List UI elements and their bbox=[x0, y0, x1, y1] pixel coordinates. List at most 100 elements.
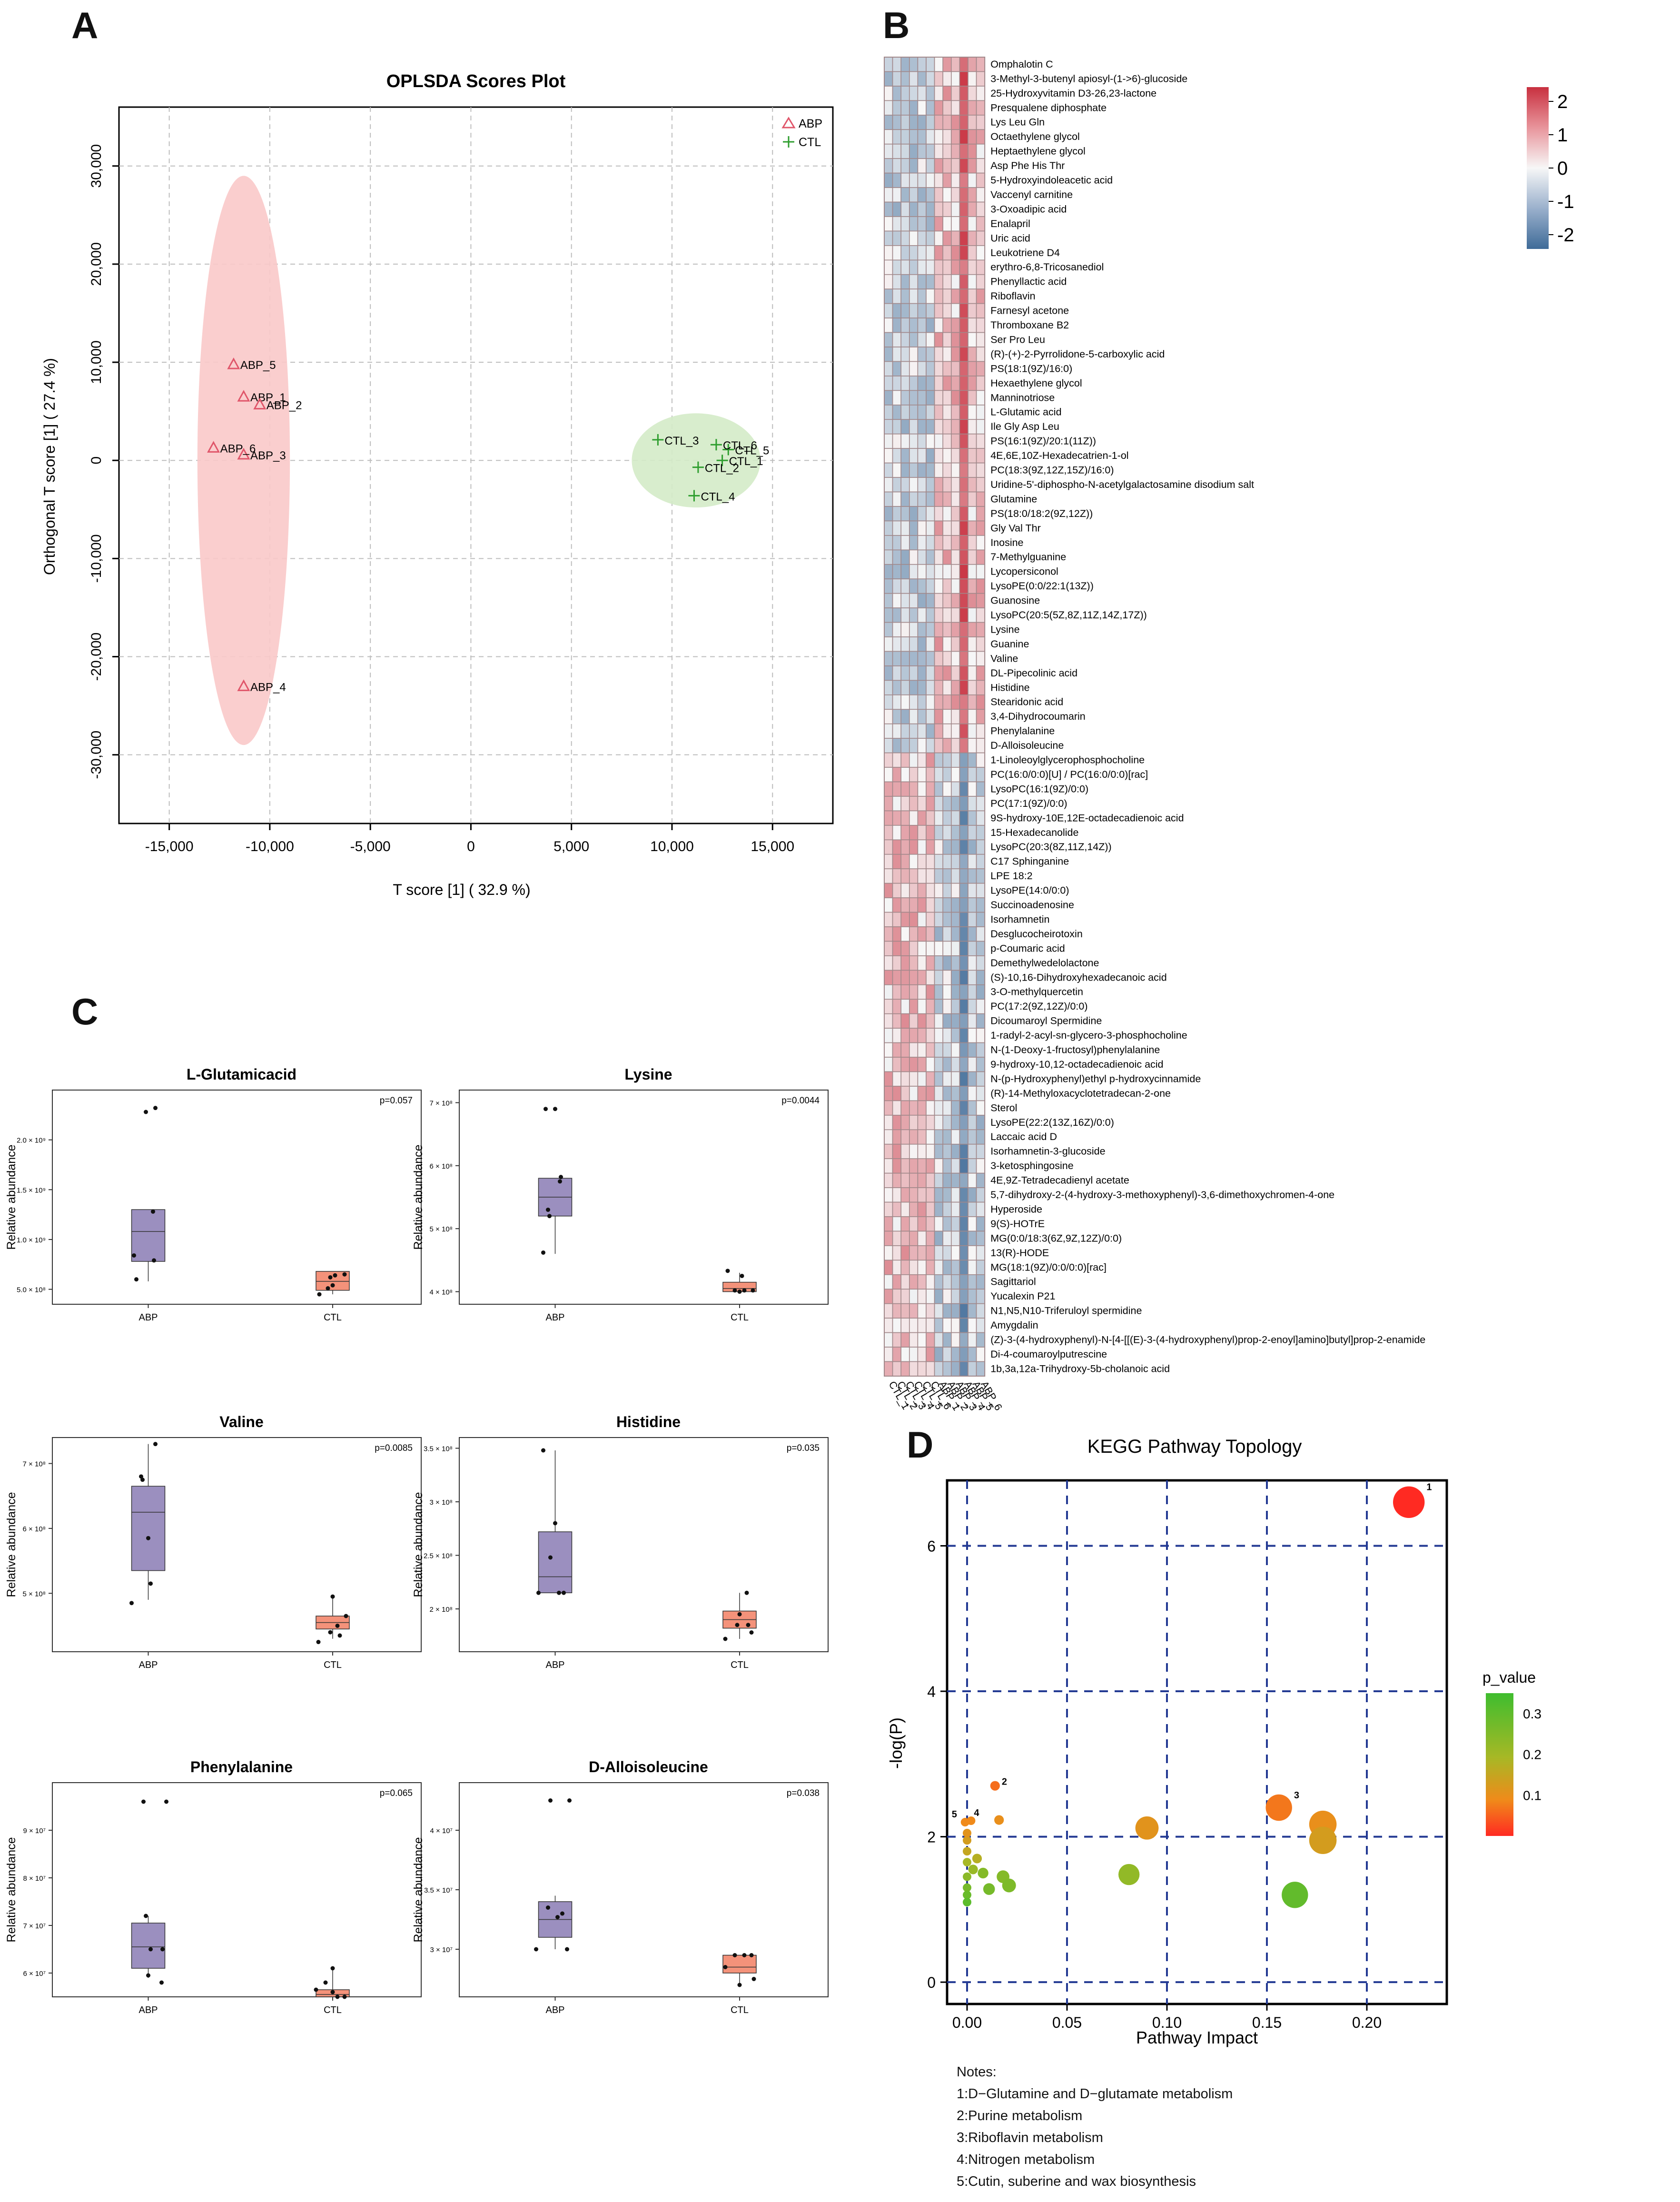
heatmap-cell bbox=[884, 839, 893, 855]
heatmap-cell bbox=[976, 839, 986, 855]
kegg-ytick-label: 2 bbox=[927, 1829, 936, 1846]
heatmap-cell bbox=[917, 665, 927, 681]
heatmap-cell bbox=[884, 1086, 893, 1101]
heatmap-cell bbox=[942, 433, 952, 449]
heatmap-row-label: 4E,9Z-Tetradecadienyl acetate bbox=[990, 1175, 1129, 1186]
heatmap-colorbar-ticks: 2 1 0 -1 -2 bbox=[1549, 91, 1574, 246]
heatmap-cell bbox=[976, 433, 986, 449]
heatmap-cell bbox=[942, 549, 952, 565]
heatmap-cell bbox=[942, 419, 952, 435]
heatmap-row-label: 7-Methylguanine bbox=[990, 551, 1066, 563]
kegg-point-label: 2 bbox=[1002, 1777, 1007, 1787]
heatmap-cell bbox=[917, 723, 927, 739]
heatmap-cell bbox=[900, 1260, 910, 1275]
heatmap-cell bbox=[917, 912, 927, 927]
heatmap-row-label: Riboflavin bbox=[990, 290, 1035, 302]
heatmap-cell bbox=[909, 868, 919, 884]
heatmap-cell bbox=[917, 520, 927, 536]
heatmap-cell bbox=[917, 1129, 927, 1145]
heatmap-cell bbox=[926, 187, 935, 203]
heatmap-cell bbox=[892, 1260, 901, 1275]
boxplot-point bbox=[342, 1994, 347, 1999]
heatmap-cell bbox=[942, 970, 952, 985]
heatmap-cell bbox=[900, 230, 910, 246]
heatmap-cell bbox=[942, 259, 952, 275]
heatmap-cell bbox=[934, 288, 943, 304]
heatmap-cell bbox=[959, 1129, 968, 1145]
heatmap-row-label: Enalapril bbox=[990, 218, 1030, 229]
heatmap-cell bbox=[976, 680, 986, 695]
boxplot-point bbox=[335, 1623, 340, 1628]
heatmap-cell bbox=[976, 57, 986, 72]
heatmap-cell bbox=[959, 57, 968, 72]
heatmap-cell bbox=[900, 1172, 910, 1188]
heatmap-cell bbox=[900, 1129, 910, 1145]
heatmap-cell bbox=[959, 694, 968, 710]
heatmap-row-label: 13(R)-HODE bbox=[990, 1247, 1049, 1259]
heatmap-cell bbox=[900, 941, 910, 956]
heatmap-cell bbox=[892, 404, 901, 420]
heatmap-cell bbox=[968, 404, 977, 420]
opls-xtick-label: 5,000 bbox=[553, 839, 589, 854]
heatmap-cell bbox=[917, 1057, 927, 1072]
heatmap-row-label: Phenyllactic acid bbox=[990, 276, 1067, 288]
heatmap-cell bbox=[900, 462, 910, 478]
boxplot-point bbox=[146, 1536, 150, 1540]
heatmap-cell bbox=[934, 578, 943, 594]
heatmap-cell bbox=[909, 564, 919, 580]
boxplot-frame bbox=[52, 1782, 422, 1997]
heatmap-cell bbox=[926, 390, 935, 406]
heatmap-row-label: Histidine bbox=[990, 682, 1029, 693]
heatmap-cell bbox=[976, 781, 986, 797]
heatmap-cell bbox=[884, 433, 893, 449]
heatmap-cell bbox=[951, 1274, 960, 1290]
heatmap-cell bbox=[951, 578, 960, 594]
heatmap-cell bbox=[900, 1086, 910, 1101]
heatmap-cell bbox=[959, 607, 968, 623]
boxplot-ylabel: Relative abundance bbox=[412, 1145, 425, 1250]
heatmap-cell bbox=[968, 1216, 977, 1232]
heatmap-cell bbox=[917, 1274, 927, 1290]
heatmap-cell bbox=[934, 332, 943, 347]
heatmap-cell bbox=[900, 506, 910, 522]
heatmap-cell bbox=[926, 941, 935, 956]
heatmap-row-label: LysoPE(14:0/0:0) bbox=[990, 885, 1069, 896]
heatmap-cell bbox=[892, 1230, 901, 1246]
heatmap-row-label: N1,N5,N10-Triferuloyl spermidine bbox=[990, 1305, 1142, 1317]
heatmap-cell bbox=[951, 564, 960, 580]
heatmap-row-label: 3-Methyl-3-butenyl apiosyl-(1->6)-glucos… bbox=[990, 73, 1187, 84]
boxplot-ytick-label: 7 × 10⁸ bbox=[23, 1460, 46, 1468]
boxplot-point bbox=[144, 1110, 148, 1114]
heatmap-cell bbox=[892, 868, 901, 884]
heatmap-cell bbox=[942, 1361, 952, 1377]
heatmap-cell bbox=[917, 448, 927, 464]
heatmap-cell bbox=[900, 361, 910, 377]
boxplot-point bbox=[546, 1207, 550, 1212]
opls-point-label: ABP_2 bbox=[267, 399, 302, 412]
heatmap-cell bbox=[917, 564, 927, 580]
boxplot-point bbox=[129, 1601, 134, 1606]
heatmap-cell bbox=[934, 941, 943, 956]
heatmap-cell bbox=[942, 680, 952, 695]
heatmap-cell bbox=[917, 970, 927, 985]
heatmap-cell bbox=[900, 578, 910, 594]
heatmap-cell bbox=[951, 999, 960, 1014]
heatmap-cell bbox=[968, 448, 977, 464]
heatmap-cell bbox=[959, 1289, 968, 1304]
boxplot-xtick-label: CTL bbox=[731, 2005, 749, 2015]
heatmap-cell bbox=[892, 999, 901, 1014]
opls-ellipse-ctl bbox=[632, 413, 761, 508]
heatmap-cell bbox=[892, 955, 901, 971]
kegg-xtick-label: 0.15 bbox=[1252, 2014, 1282, 2031]
colorbar-tick-label: 2 bbox=[1557, 91, 1568, 112]
heatmap-cell bbox=[926, 143, 935, 159]
heatmap-cell bbox=[934, 549, 943, 565]
boxplot-box bbox=[131, 1923, 166, 1969]
heatmap-cell bbox=[909, 158, 919, 174]
heatmap-cell bbox=[909, 57, 919, 72]
heatmap-cell bbox=[926, 665, 935, 681]
panel-letter-c: C bbox=[71, 991, 99, 1032]
heatmap-cell bbox=[942, 361, 952, 377]
heatmap-cell bbox=[951, 230, 960, 246]
